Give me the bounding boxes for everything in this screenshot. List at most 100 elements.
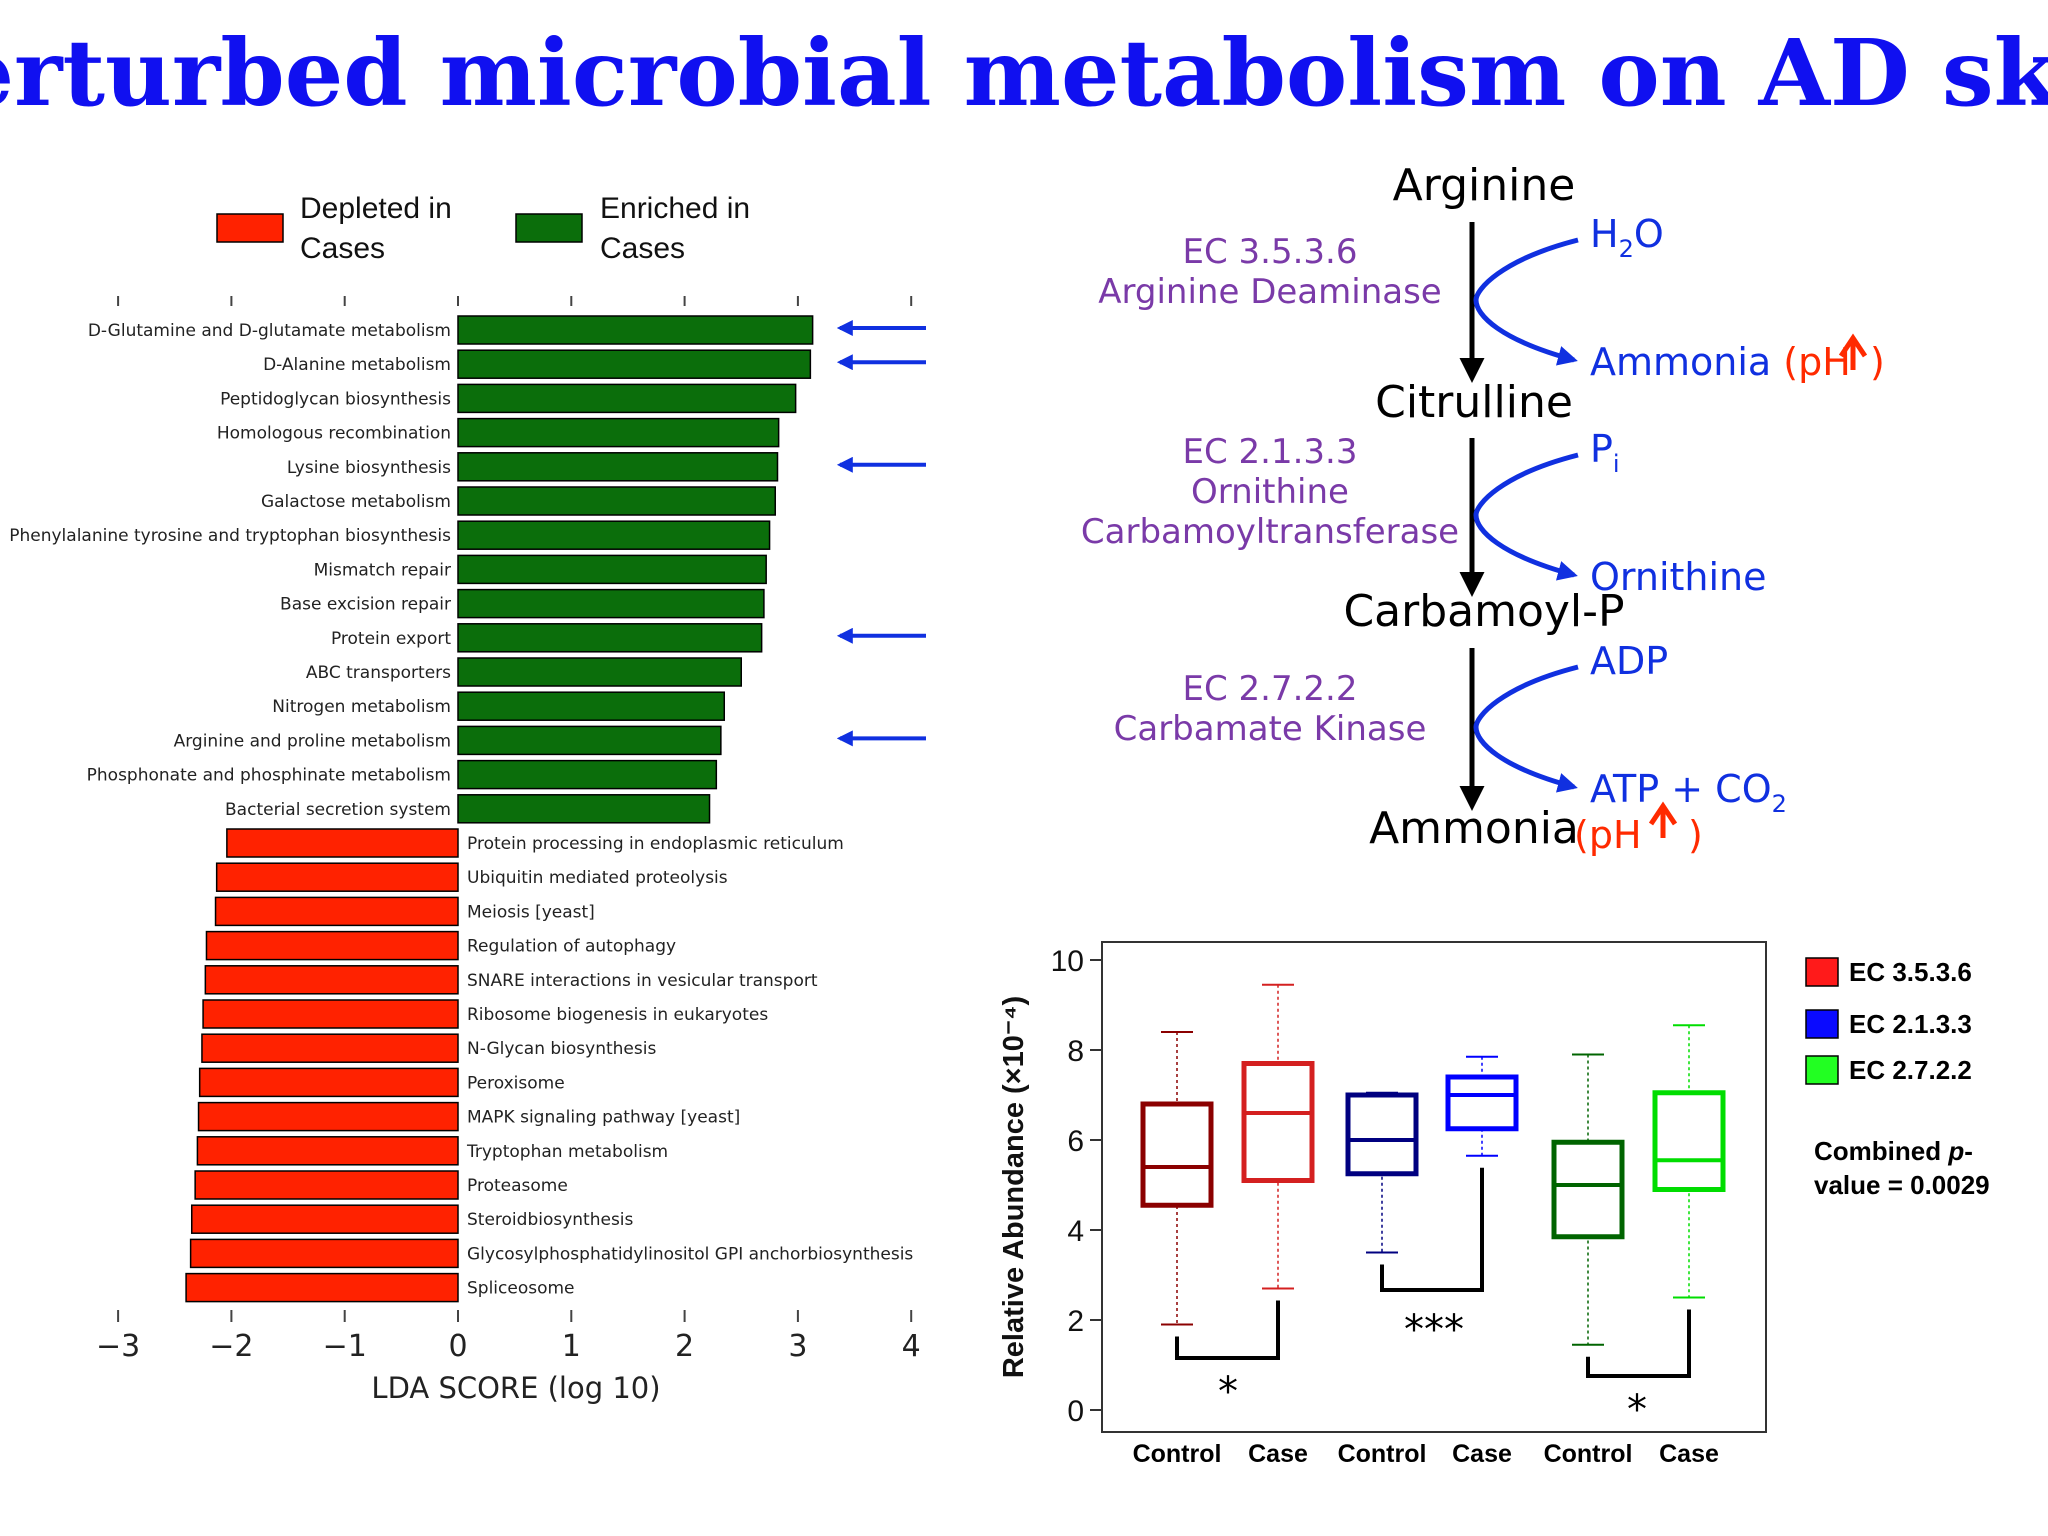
legend-swatch-enriched [515, 213, 583, 243]
lda-bar-label: Base excision repair [280, 595, 451, 615]
boxplot-y-axis: 0 2 4 6 8 10 [1051, 945, 1102, 1428]
boxplot-legend: EC 3.5.3.6 EC 2.1.3.3 EC 2.7.2.2 [1805, 957, 1972, 1085]
lda-bar-label: Glycosylphosphatidylinositol GPI anchorb… [467, 1244, 913, 1264]
lda-bar [226, 828, 459, 858]
pathway-input: ADP [1590, 639, 1668, 683]
lda-x-tick-label: 2 [675, 1329, 694, 1364]
box-iqr [1241, 1061, 1315, 1183]
lda-bar [457, 623, 763, 653]
enzyme-label: EC 3.5.3.6 [1183, 232, 1358, 272]
lda-bar [205, 930, 459, 961]
lda-x-tick-label: −1 [323, 1329, 367, 1364]
boxplot-x-label: Case [1659, 1440, 1719, 1468]
lda-x-tick-label: 4 [902, 1329, 921, 1364]
lda-bar [194, 1170, 459, 1200]
boxplot-x-label: Case [1452, 1440, 1512, 1468]
pathway-input: H2O [1590, 212, 1664, 263]
boxplot-y-tick-label: 8 [1067, 1035, 1084, 1068]
lda-bar [457, 759, 718, 790]
lda-bar [457, 691, 726, 721]
lda-bar [190, 1204, 459, 1234]
boxplot-x-label: Case [1248, 1440, 1308, 1468]
significance-marker: * [1218, 1369, 1238, 1415]
legend-label: EC 2.7.2.2 [1849, 1055, 1972, 1085]
legend-label-depleted-1: Depleted in [300, 192, 452, 225]
lda-bar [457, 349, 812, 379]
lda-bar [214, 896, 459, 927]
lda-bar-label: Arginine and proline metabolism [174, 731, 451, 751]
lda-bar-label: Steroidbiosynthesis [467, 1210, 634, 1230]
legend-label: EC 2.1.3.3 [1849, 1009, 1972, 1039]
boxplot-x-labels: Control Case Control Case Control Case [1133, 1440, 1719, 1468]
lda-chart: Depleted in Cases Enriched in Cases D-Gl… [9, 192, 926, 1405]
legend-label-enriched-2: Cases [600, 232, 685, 265]
lda-bar [196, 1136, 459, 1166]
pathway-diagram: Arginine Citrulline Carbamoyl-P Ammonia(pH)… [1081, 160, 1885, 857]
lda-bar [457, 794, 711, 824]
boxplot-boxes: ***** [1140, 983, 1726, 1433]
legend-swatch-depleted [216, 213, 284, 243]
boxplot-frame [1101, 941, 1767, 1433]
lda-top-ticks [117, 296, 913, 306]
lda-bar-label: N-Glycan biosynthesis [467, 1039, 656, 1059]
pathway-steps: Arginine Citrulline Carbamoyl-P Ammonia(pH) [1343, 160, 1702, 857]
box-iqr [1445, 1074, 1519, 1132]
lda-x-tick-label: −2 [209, 1329, 253, 1364]
lda-x-axis-label: LDA SCORE (log 10) [371, 1371, 660, 1405]
lda-bar [457, 657, 742, 687]
enzyme-label: EC 2.7.2.2 [1183, 669, 1358, 709]
pathway-compound: Arginine [1393, 160, 1576, 211]
lda-bar-label: ABC transporters [306, 663, 451, 683]
ammonia-ph-note: (pH [1574, 813, 1642, 857]
lda-x-tick-label: 3 [788, 1329, 807, 1364]
pathway-compound: Carbamoyl-P [1343, 586, 1624, 637]
lda-bar-label: Peroxisome [467, 1073, 565, 1093]
enzyme-label: Ornithine [1191, 472, 1349, 512]
boxplot-y-tick-label: 10 [1051, 945, 1084, 978]
lda-bar [457, 486, 776, 516]
boxplot-x-label: Control [1544, 1440, 1633, 1468]
lda-bar-label: Nitrogen metabolism [272, 697, 451, 717]
legend-swatch [1805, 1009, 1839, 1039]
lda-bar [457, 452, 779, 482]
box-iqr [1652, 1090, 1726, 1192]
significance-bracket [1380, 1167, 1484, 1292]
ph-close: ) [1870, 340, 1885, 384]
boxplot-y-tick-label: 2 [1067, 1305, 1084, 1338]
combined-p-value-line1: Combined p- [1814, 1136, 1973, 1166]
box-iqr [1140, 1101, 1214, 1208]
ph-up-arrow-icon [1648, 801, 1678, 838]
lda-x-tick-label: −3 [96, 1329, 140, 1364]
lda-legend: Depleted in Cases Enriched in Cases [216, 192, 750, 265]
lda-bar [215, 862, 459, 892]
lda-bar-label: Phenylalanine tyrosine and tryptophan bi… [9, 526, 451, 546]
lda-bar-label: Ribosome biogenesis in eukaryotes [467, 1005, 768, 1025]
pathway-branch-arrow [1473, 664, 1579, 793]
lda-bar-label: Homologous recombination [217, 424, 451, 444]
lda-bar [457, 725, 722, 756]
lda-bar-label: Protein processing in endoplasmic reticu… [467, 834, 844, 854]
lda-highlight-arrows [836, 320, 926, 747]
lda-bar-label: Proteasome [467, 1176, 568, 1196]
lda-bar-label: Mismatch repair [314, 560, 451, 580]
lda-bar [201, 1033, 459, 1063]
lda-bar [189, 1238, 459, 1269]
box-iqr [1345, 1092, 1419, 1177]
lda-x-tick-label: 0 [448, 1329, 467, 1364]
lda-bars: D-Glutamine and D-glutamate metabolism D-… [9, 315, 913, 1303]
boxplot-y-tick-label: 4 [1067, 1215, 1084, 1248]
pathway-compound: Citrulline [1375, 377, 1573, 428]
lda-bar-label: Protein export [331, 629, 451, 649]
pathway-output: ATP + CO2 [1590, 767, 1787, 818]
lda-bar-label: Ubiquitin mediated proteolysis [467, 868, 728, 888]
significance-marker: * [1627, 1387, 1647, 1433]
lda-bar-label: Phosphonate and phosphinate metabolism [87, 766, 451, 786]
legend-label-depleted-2: Cases [300, 232, 385, 265]
lda-bar [457, 383, 797, 414]
significance-bracket [1175, 1300, 1280, 1360]
significance-bracket [1586, 1309, 1691, 1378]
lda-bar-label: MAPK signaling pathway [yeast] [467, 1108, 740, 1128]
legend-swatch [1805, 957, 1839, 987]
